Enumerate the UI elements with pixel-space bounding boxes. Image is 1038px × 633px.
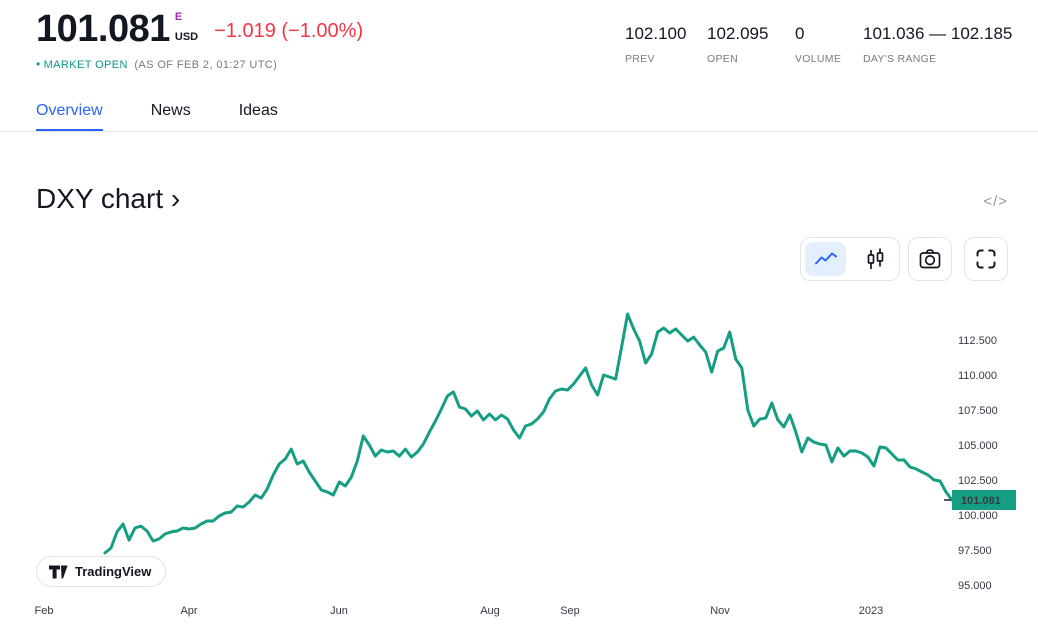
stat-label: VOLUME (795, 53, 842, 65)
x-tick-label: Aug (480, 605, 500, 617)
price-header: 101.081 E USD −1.019 (−1.00%) • MARKET OP… (36, 10, 363, 71)
as-of-time: (AS OF FEB 2, 01:27 UTC) (134, 59, 278, 71)
y-tick-label: 107.500 (958, 405, 998, 417)
stat-label: OPEN (707, 53, 738, 65)
stat-value: 101.036 — 102.185 (863, 24, 1013, 43)
x-tick-label: Jun (330, 605, 348, 617)
stat-prev: 102.100 PREV (625, 24, 686, 65)
exchange-flag: E (174, 11, 183, 23)
fullscreen-icon (976, 249, 996, 269)
tab-news[interactable]: News (150, 102, 191, 119)
price-chart[interactable]: 112.500 110.000 107.500 105.000 102.500 100.0… (0, 300, 1038, 633)
current-price: 101.081 (36, 8, 170, 50)
market-status-dot: • (36, 57, 41, 71)
tab-overview[interactable]: Overview (36, 102, 103, 132)
x-tick-label: Apr (180, 605, 197, 617)
chart-section-title[interactable]: DXY chart › (36, 183, 181, 214)
stat-open: 102.095 OPEN (707, 24, 768, 65)
y-tick-label: 105.000 (958, 440, 998, 452)
tab-ideas[interactable]: Ideas (238, 102, 278, 119)
last-price-label: 101.081 (961, 495, 1001, 507)
price-change: −1.019 (−1.00%) (214, 19, 364, 42)
x-axis-labels: Feb Apr Jun Aug Sep Nov 2023 (35, 605, 884, 617)
candlestick-chart-button[interactable] (854, 242, 895, 276)
y-tick-label: 110.000 (958, 370, 997, 382)
x-tick-label: Sep (560, 605, 580, 617)
line-chart-icon (814, 252, 837, 265)
tab-bar-divider (0, 131, 1038, 132)
tradingview-label: TradingView (75, 564, 152, 579)
currency-label: USD (174, 31, 199, 43)
stat-value: 102.100 (625, 24, 687, 43)
stat-value: 0 (795, 24, 805, 43)
y-tick-label: 95.000 (958, 580, 992, 592)
price-line-series (103, 312, 954, 555)
candlestick-icon (867, 248, 883, 269)
y-tick-label: 97.500 (958, 545, 992, 557)
last-price-badge: 101.081 (952, 490, 1016, 510)
snapshot-button[interactable] (908, 237, 952, 281)
y-axis-labels: 112.500 110.000 107.500 105.000 102.500 100.0… (958, 335, 998, 592)
y-tick-label: 100.000 (958, 510, 998, 522)
x-tick-label: 2023 (859, 605, 883, 617)
tradingview-attribution[interactable]: TradingView (36, 556, 167, 587)
fullscreen-button[interactable] (964, 237, 1008, 281)
x-tick-label: Feb (35, 605, 54, 617)
price-meta: E USD (175, 10, 198, 46)
stat-label: PREV (625, 53, 655, 65)
line-chart-button[interactable] (805, 242, 846, 276)
market-status: MARKET OPEN (43, 59, 128, 71)
y-tick-label: 102.500 (958, 475, 998, 487)
tradingview-logo-icon (49, 565, 68, 578)
camera-icon (919, 248, 941, 268)
stat-volume: 0 VOLUME (795, 24, 841, 65)
y-tick-label: 112.500 (958, 335, 997, 347)
embed-code-icon[interactable]: </> (983, 193, 1008, 210)
stat-label: DAY'S RANGE (863, 53, 937, 65)
chart-type-switcher (800, 237, 900, 281)
stat-days-range: 101.036 — 102.185 DAY'S RANGE (863, 24, 1012, 65)
x-tick-label: Nov (710, 605, 730, 617)
stat-value: 102.095 (707, 24, 769, 43)
tab-bar: Overview News Ideas (36, 102, 278, 132)
